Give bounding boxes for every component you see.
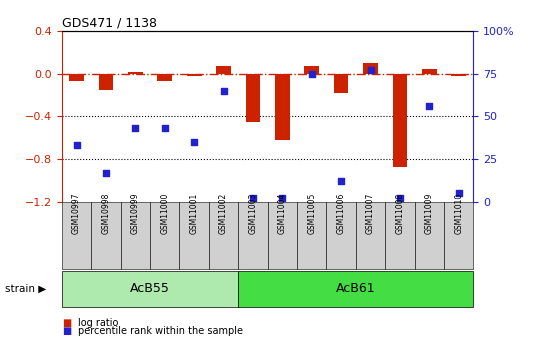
Text: GSM11007: GSM11007 — [366, 193, 375, 234]
Text: GSM11009: GSM11009 — [425, 193, 434, 234]
Text: ■: ■ — [62, 326, 71, 336]
Bar — [393, 74, 407, 167]
Text: percentile rank within the sample: percentile rank within the sample — [78, 326, 243, 336]
Point — [366, 68, 375, 73]
Point — [102, 170, 110, 176]
FancyBboxPatch shape — [62, 271, 238, 307]
Text: GDS471 / 1138: GDS471 / 1138 — [62, 17, 157, 30]
Text: ■: ■ — [62, 318, 71, 327]
Text: GSM10998: GSM10998 — [102, 193, 110, 234]
FancyBboxPatch shape — [415, 202, 444, 269]
Bar — [451, 74, 466, 76]
FancyBboxPatch shape — [327, 202, 356, 269]
Text: GSM11000: GSM11000 — [160, 193, 169, 234]
FancyBboxPatch shape — [121, 202, 150, 269]
FancyBboxPatch shape — [209, 202, 238, 269]
Point — [220, 88, 228, 93]
Point — [455, 190, 463, 196]
Text: GSM11008: GSM11008 — [395, 193, 405, 234]
Point — [190, 139, 199, 145]
Text: GSM10997: GSM10997 — [72, 193, 81, 234]
Bar — [128, 72, 143, 74]
Point — [395, 196, 404, 201]
Point — [307, 71, 316, 77]
Point — [131, 126, 140, 131]
Bar — [216, 66, 231, 74]
FancyBboxPatch shape — [267, 202, 297, 269]
Bar — [187, 74, 202, 76]
Bar — [275, 74, 289, 140]
Bar — [158, 74, 172, 81]
Bar — [69, 74, 84, 81]
Text: GSM11010: GSM11010 — [454, 193, 463, 234]
Text: GSM11003: GSM11003 — [249, 193, 258, 234]
Bar — [422, 69, 437, 74]
Text: log ratio: log ratio — [78, 318, 118, 327]
Text: strain ▶: strain ▶ — [5, 284, 47, 294]
FancyBboxPatch shape — [180, 202, 209, 269]
Point — [160, 126, 169, 131]
Point — [72, 143, 81, 148]
FancyBboxPatch shape — [444, 202, 473, 269]
Bar — [363, 63, 378, 74]
Text: AcB61: AcB61 — [336, 283, 376, 295]
FancyBboxPatch shape — [356, 202, 385, 269]
FancyBboxPatch shape — [91, 202, 121, 269]
Bar — [305, 66, 319, 74]
Point — [337, 179, 345, 184]
Text: GSM11001: GSM11001 — [190, 193, 199, 234]
Point — [278, 196, 287, 201]
FancyBboxPatch shape — [62, 202, 91, 269]
Bar — [246, 74, 260, 122]
FancyBboxPatch shape — [238, 202, 267, 269]
Point — [249, 196, 257, 201]
FancyBboxPatch shape — [238, 271, 473, 307]
Text: GSM10999: GSM10999 — [131, 193, 140, 234]
Text: GSM11005: GSM11005 — [307, 193, 316, 234]
Text: GSM11002: GSM11002 — [219, 193, 228, 234]
Text: GSM11006: GSM11006 — [337, 193, 345, 234]
FancyBboxPatch shape — [297, 202, 327, 269]
Text: GSM11004: GSM11004 — [278, 193, 287, 234]
FancyBboxPatch shape — [385, 202, 415, 269]
Bar — [334, 74, 349, 93]
Bar — [98, 74, 114, 90]
FancyBboxPatch shape — [150, 202, 180, 269]
Text: AcB55: AcB55 — [130, 283, 170, 295]
Point — [425, 104, 434, 109]
